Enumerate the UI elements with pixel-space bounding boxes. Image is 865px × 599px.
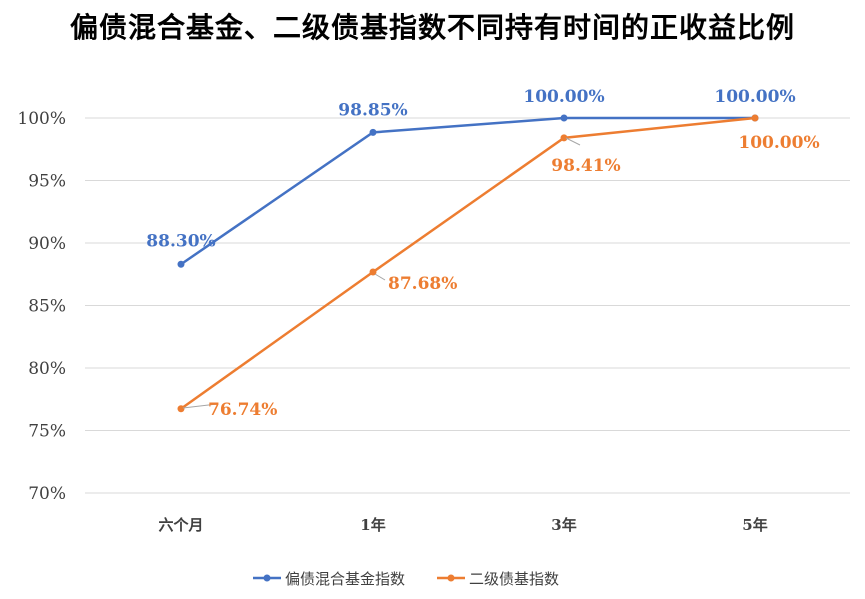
y-tick-label: 95%	[28, 172, 66, 192]
y-tick-label: 70%	[28, 484, 66, 504]
legend-marker	[263, 574, 271, 582]
x-tick-label: 5年	[742, 516, 767, 534]
x-tick-label: 六个月	[158, 516, 203, 534]
data-label: 87.68%	[388, 274, 457, 294]
series-line-1	[180, 116, 755, 266]
label-leader-line	[565, 137, 581, 146]
series-line-2	[180, 116, 756, 410]
y-tick-label: 75%	[28, 422, 66, 442]
legend-label: 二级债基指数	[469, 570, 559, 588]
data-label: 98.41%	[551, 156, 620, 176]
data-point	[177, 405, 185, 413]
data-label: 98.85%	[338, 100, 407, 120]
label-leader-line	[374, 273, 386, 281]
data-label: 100.00%	[523, 87, 604, 107]
x-tick-label: 3年	[551, 516, 576, 534]
legend-marker	[447, 574, 455, 582]
y-tick-label: 85%	[28, 297, 66, 317]
y-tick-label: 80%	[28, 359, 66, 379]
data-label: 88.30%	[146, 231, 215, 251]
y-tick-label: 100%	[17, 109, 66, 129]
chart-title: 偏债混合基金、二级债基指数不同持有时间的正收益比例	[69, 11, 795, 44]
data-label: 100.00%	[738, 133, 819, 153]
data-point	[369, 128, 377, 136]
data-point	[560, 134, 568, 142]
x-tick-label: 1年	[360, 516, 385, 534]
data-point	[751, 114, 759, 122]
data-point	[177, 260, 185, 268]
data-point	[560, 114, 568, 122]
data-label: 100.00%	[714, 87, 795, 107]
y-tick-label: 90%	[28, 234, 66, 254]
data-point	[369, 268, 377, 276]
legend-label: 偏债混合基金指数	[285, 570, 405, 588]
data-label: 76.74%	[208, 400, 277, 420]
label-leader-line	[182, 403, 218, 409]
